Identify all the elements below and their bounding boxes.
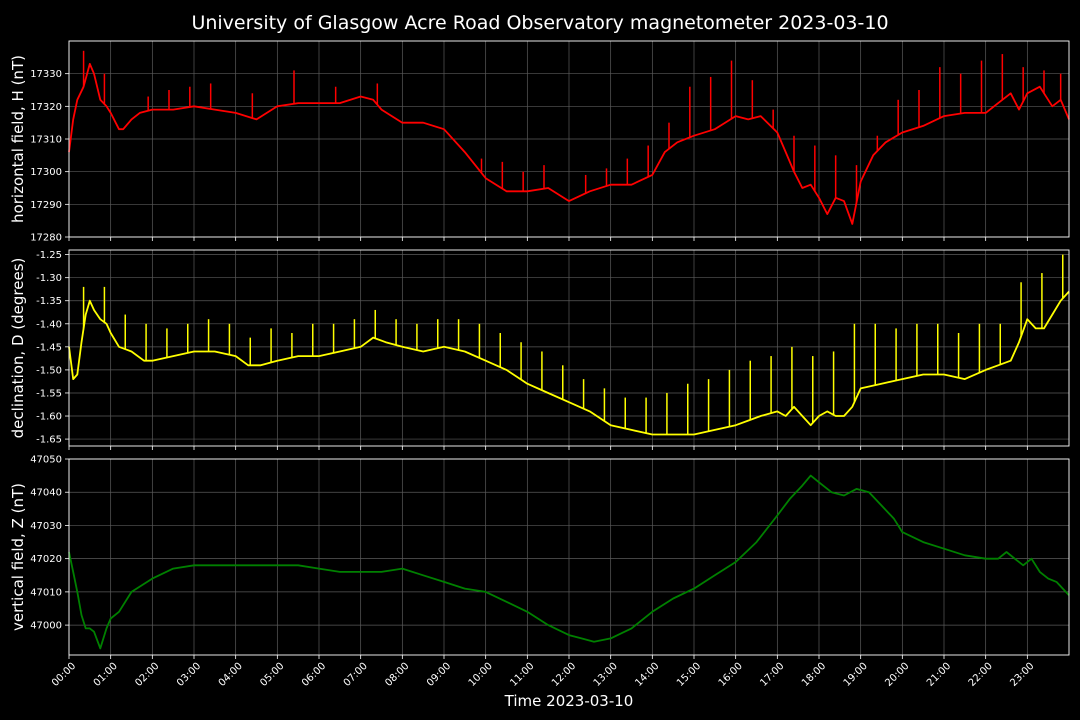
y-tick-label: -1.50 (36, 365, 62, 376)
y-tick-label: 47000 (30, 621, 62, 632)
y-tick-label: -1.35 (36, 296, 62, 307)
y-tick-label: -1.30 (36, 273, 62, 284)
y-tick-label: 17300 (30, 167, 62, 178)
panel-declination: -1.65 -1.60 -1.55 -1.50 -1.45 -1.40 -1.35 -1.30… (9, 249, 1070, 450)
y-tick-label: -1.40 (36, 319, 62, 330)
y-tick-label: 47050 (30, 455, 62, 466)
panels: 17280 17290 17300 17310 17320 17330horizontal… (9, 40, 1070, 689)
plot-frame (68, 40, 1070, 238)
y-tick-label: 17310 (30, 135, 62, 146)
y-tick-label: -1.65 (36, 435, 62, 446)
y-tick-label: 17290 (30, 200, 62, 211)
y-axis-label: horizontal field, H (nT) (9, 55, 27, 223)
series-line-vertical (68, 474, 1070, 650)
series-line-horizontal (68, 63, 1070, 225)
y-tick-label: 17280 (30, 233, 62, 244)
y-tick-label: 47030 (30, 521, 62, 532)
y-tick-label: -1.45 (36, 342, 62, 353)
series-line-declination (68, 290, 1070, 436)
panel-vertical: 47000 47010 47020 47030 47040 47050 vertical f… (9, 455, 1070, 659)
y-tick-label: -1.60 (36, 412, 62, 423)
y-tick-label: -1.55 (36, 388, 62, 399)
chart-title: University of Glasgow Acre Road Observat… (191, 12, 888, 34)
y-tick-label: 17330 (30, 69, 62, 80)
y-tick-label: 17320 (30, 102, 62, 113)
y-axis-label: vertical field, Z (nT) (9, 483, 27, 631)
panel-horizontal: 17280 17290 17300 17310 17320 17330horizontal… (9, 40, 1070, 244)
y-tick-label: 47010 (30, 587, 62, 598)
y-tick-label: -1.25 (36, 250, 62, 261)
y-tick-label: 47020 (30, 554, 62, 565)
plot-frame (68, 458, 1070, 656)
x-axis-label: Time 2023-03-10 (504, 692, 634, 710)
y-tick-label: 47040 (30, 488, 62, 499)
plot-frame (68, 249, 1070, 447)
y-axis-label: declination, D (degrees) (9, 258, 27, 439)
